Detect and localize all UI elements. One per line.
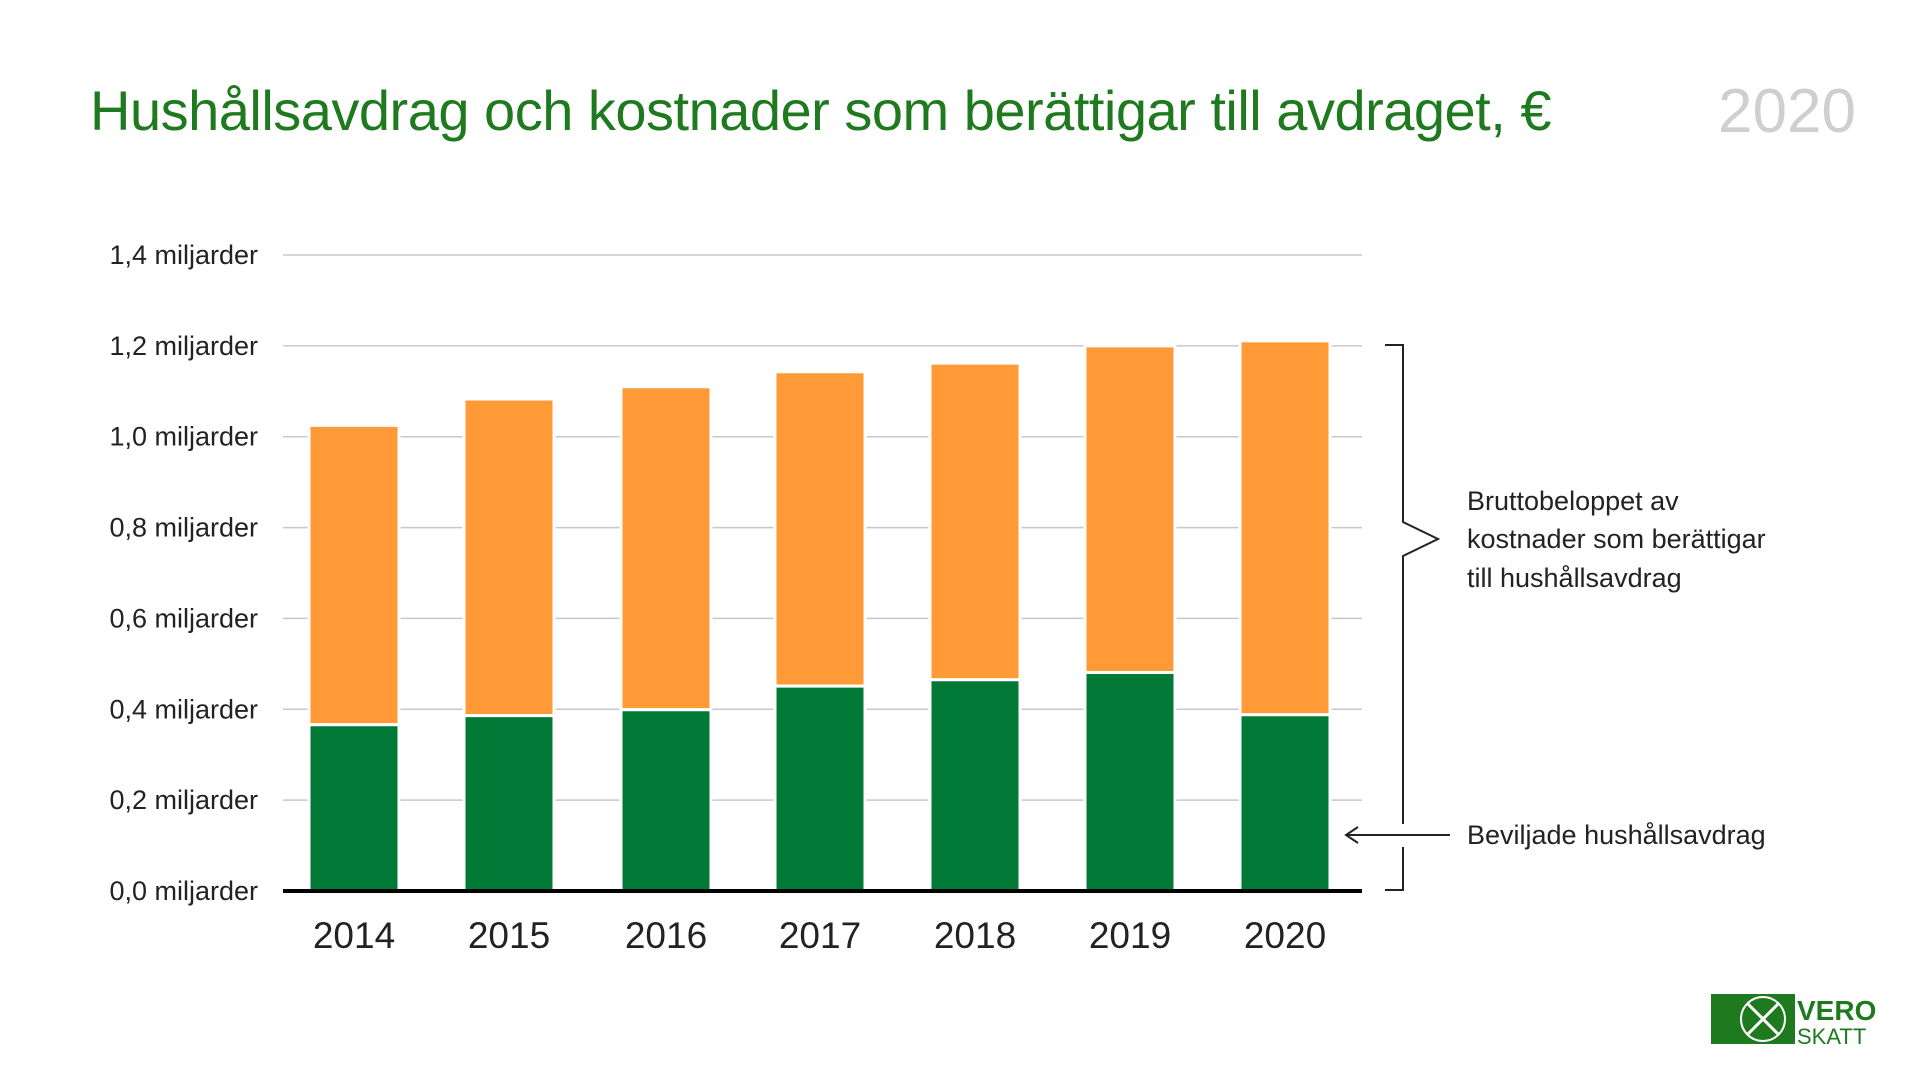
annotation-gross-line3: till hushållsavdrag — [1467, 563, 1682, 593]
arrow-icon — [1344, 826, 1450, 844]
bar-granted-2018 — [928, 678, 1022, 893]
bar-granted-2015 — [462, 714, 556, 893]
annotation-gross-line2: kostnader som berättigar — [1467, 524, 1766, 554]
bar-gross-2018 — [928, 361, 1022, 682]
y-tick-label: 0,8 miljarder — [109, 513, 258, 543]
x-tick-label: 2017 — [779, 915, 861, 956]
annotation-gross-line1: Bruttobeloppet av — [1467, 486, 1679, 516]
bar-gross-2015 — [462, 397, 556, 718]
y-tick-label: 0,2 miljarder — [109, 785, 258, 815]
y-tick-label: 0,4 miljarder — [109, 694, 258, 724]
y-tick-label: 1,2 miljarder — [109, 331, 258, 361]
bar-gross-2017 — [773, 370, 867, 688]
x-tick-label: 2019 — [1089, 915, 1171, 956]
chart-title: Hushållsavdrag och kostnader som berätti… — [90, 79, 1552, 142]
bar-gross-2019 — [1083, 344, 1177, 674]
y-tick-label: 0,0 miljarder — [109, 876, 258, 906]
y-tick-label: 1,4 miljarder — [109, 240, 258, 270]
logo-skatt: SKATT — [1797, 1024, 1866, 1049]
year-label: 2020 — [1718, 77, 1856, 146]
x-tick-label: 2016 — [625, 915, 707, 956]
annotation-granted: Beviljade hushållsavdrag — [1467, 820, 1766, 850]
bar-granted-2020 — [1238, 713, 1332, 893]
bar-granted-2019 — [1083, 670, 1177, 893]
x-tick-label: 2020 — [1244, 915, 1326, 956]
vero-skatt-logo: VERO SKATT — [1711, 994, 1876, 1049]
x-tick-label: 2014 — [313, 915, 395, 956]
y-tick-label: 1,0 miljarder — [109, 422, 258, 452]
bar-gross-2014 — [307, 423, 401, 727]
bar-granted-2016 — [619, 708, 713, 893]
bracket — [1385, 344, 1441, 891]
bar-gross-2016 — [619, 385, 713, 712]
y-tick-label: 0,6 miljarder — [109, 603, 258, 633]
x-tick-label: 2018 — [934, 915, 1016, 956]
bar-gross-2020 — [1238, 339, 1332, 717]
x-tick-label: 2015 — [468, 915, 550, 956]
bar-granted-2014 — [307, 723, 401, 893]
bar-granted-2017 — [773, 684, 867, 893]
logo-vero: VERO — [1797, 995, 1876, 1026]
